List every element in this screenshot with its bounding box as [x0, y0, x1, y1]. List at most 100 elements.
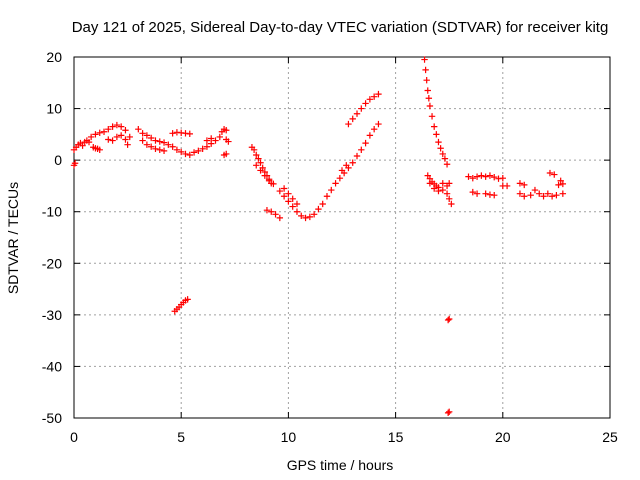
series-rise-6 — [186, 133, 223, 159]
y-tick-label: -30 — [42, 307, 62, 323]
data-point — [433, 131, 440, 138]
data-point — [143, 141, 151, 148]
data-point — [328, 186, 335, 194]
data-point — [446, 195, 453, 203]
data-point — [482, 190, 489, 197]
series-start — [70, 137, 93, 169]
x-tick-label: 20 — [495, 429, 511, 445]
data-point — [285, 190, 292, 197]
data-point — [253, 162, 260, 169]
axis-tick-labels: 0 5 10 15 20 25 -50 -40 -30 -20 -10 0 10 20 — [42, 49, 618, 445]
data-point — [446, 408, 453, 416]
data-point — [289, 203, 296, 210]
data-point — [178, 148, 185, 156]
data-point — [143, 132, 151, 139]
data-point — [544, 190, 552, 197]
y-tick-label: -10 — [42, 204, 62, 220]
data-point — [443, 161, 451, 168]
data-point — [71, 160, 79, 167]
data-point — [169, 130, 176, 137]
series-plateau — [135, 126, 189, 158]
data-point — [345, 120, 352, 128]
data-point — [156, 146, 163, 154]
data-point — [443, 190, 451, 197]
data-point — [113, 133, 121, 141]
data-point — [152, 137, 159, 144]
data-point — [370, 126, 378, 133]
data-point — [184, 296, 191, 303]
data-point — [113, 121, 121, 129]
data-point — [182, 150, 189, 158]
data-point — [336, 174, 344, 182]
data-point — [426, 102, 434, 110]
series-fall-8 — [248, 144, 277, 188]
data-point — [491, 192, 498, 199]
data-point — [439, 186, 446, 194]
data-point — [465, 173, 472, 180]
data-point — [280, 185, 288, 192]
series-tail-18 — [465, 172, 502, 199]
data-point — [250, 146, 258, 154]
data-point — [323, 193, 331, 200]
series-cluster-17 — [424, 172, 455, 208]
data-point — [298, 212, 305, 220]
data-point — [435, 187, 442, 195]
data-point — [160, 139, 168, 146]
data-point — [147, 143, 155, 150]
data-point — [85, 138, 93, 146]
data-point — [280, 193, 288, 200]
data-point — [223, 150, 230, 158]
data-point — [190, 149, 198, 156]
data-point — [448, 200, 455, 208]
data-point — [338, 167, 346, 174]
data-point — [109, 137, 116, 144]
y-axis-label: SDTVAR / TECUs — [5, 182, 21, 294]
data-point — [491, 173, 498, 181]
data-point — [546, 169, 554, 177]
data-point — [315, 205, 322, 213]
series-tail-20 — [499, 174, 511, 190]
data-point — [486, 172, 494, 179]
plot-frame — [73, 56, 611, 419]
data-point — [124, 141, 131, 148]
data-point — [87, 133, 95, 141]
data-point — [122, 127, 129, 134]
data-point — [272, 211, 279, 218]
data-point — [100, 128, 108, 135]
data-point — [531, 186, 539, 194]
series-tail-21 — [516, 169, 567, 200]
series-early-low — [90, 144, 103, 154]
data-point — [302, 214, 309, 222]
data-point — [559, 190, 567, 197]
data-point — [548, 193, 556, 200]
data-point — [521, 193, 528, 200]
series-outlier-49 — [444, 408, 453, 417]
data-point — [165, 141, 172, 148]
data-point — [536, 190, 543, 197]
data-point — [257, 159, 264, 166]
data-point — [421, 56, 428, 63]
data-point — [551, 171, 558, 178]
data-point — [105, 136, 112, 143]
data-point — [332, 180, 339, 187]
y-tick-label: 0 — [54, 152, 62, 168]
data-point — [105, 126, 112, 133]
data-point — [366, 96, 374, 103]
data-point — [499, 174, 506, 182]
data-point — [195, 147, 202, 155]
data-point — [117, 132, 125, 139]
data-point — [358, 105, 365, 112]
data-point — [362, 100, 369, 107]
data-point — [289, 195, 296, 203]
data-point — [435, 138, 442, 146]
data-point — [353, 152, 361, 160]
data-point — [255, 155, 262, 162]
data-point — [96, 146, 103, 154]
y-tick-label: 20 — [46, 49, 62, 65]
data-point — [263, 206, 271, 214]
data-point — [439, 150, 446, 158]
data-point — [186, 130, 193, 138]
data-point — [441, 155, 449, 162]
data-point — [160, 147, 168, 155]
